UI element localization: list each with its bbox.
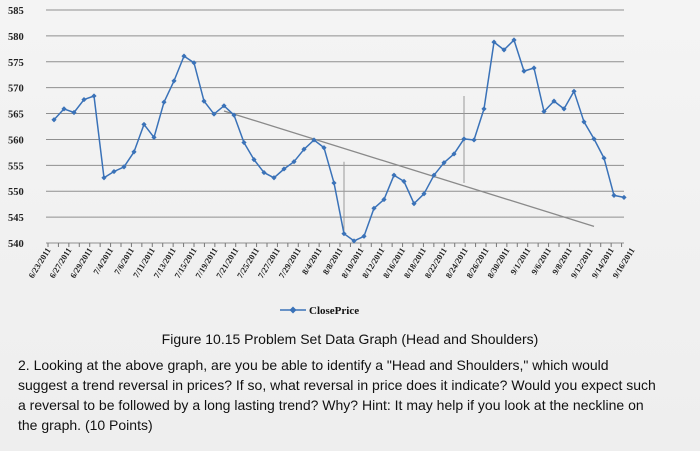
close-price-line-chart: 540 545 550 555 560 565 570 575 580 585 6/23/2011… — [8, 6, 637, 317]
data-point — [471, 137, 477, 143]
data-point — [321, 145, 327, 151]
data-point — [281, 166, 287, 172]
y-axis: 540 545 550 555 560 565 570 575 580 585 — [8, 6, 24, 250]
legend-label: ClosePrice — [309, 305, 359, 317]
y-tick-label-550: 550 — [8, 187, 24, 198]
y-tick-label-560: 560 — [8, 135, 24, 146]
data-point — [301, 146, 307, 152]
data-point — [451, 151, 457, 157]
data-point — [621, 194, 627, 201]
data-point — [81, 96, 87, 103]
data-point — [481, 106, 487, 112]
x-axis: 6/23/20116/27/20116/29/20117/4/20117/6/2… — [26, 243, 637, 280]
data-point — [141, 121, 147, 128]
data-point — [611, 192, 617, 198]
data-point — [61, 106, 67, 112]
data-point — [161, 99, 167, 105]
data-point — [151, 134, 157, 140]
data-point — [361, 233, 367, 239]
data-point — [101, 175, 107, 181]
neckline — [223, 110, 595, 228]
data-point — [251, 157, 257, 163]
data-point — [411, 201, 417, 207]
data-point — [531, 65, 537, 71]
chart-gridlines — [46, 9, 624, 244]
data-point — [511, 37, 517, 43]
y-tick-label-540: 540 — [8, 239, 24, 250]
legend-marker-swatch — [289, 306, 297, 314]
y-tick-label-575: 575 — [8, 58, 24, 69]
data-point — [191, 60, 197, 66]
data-point — [271, 175, 277, 181]
data-point — [171, 78, 177, 84]
data-point — [421, 191, 427, 197]
data-point — [491, 39, 497, 45]
data-point — [51, 117, 57, 123]
data-point — [121, 164, 127, 170]
data-point — [241, 139, 247, 146]
data-point — [371, 205, 377, 211]
data-point — [331, 180, 337, 186]
data-point — [291, 159, 297, 165]
data-point — [601, 155, 607, 161]
data-point — [181, 53, 187, 59]
data-point — [341, 231, 347, 237]
question-text: 2. Looking at the above graph, are you b… — [18, 357, 656, 433]
data-point — [561, 106, 567, 112]
data-point — [261, 169, 267, 176]
y-tick-label-545: 545 — [8, 213, 24, 224]
data-point — [221, 103, 227, 109]
data-point — [571, 88, 577, 94]
y-tick-label-555: 555 — [8, 161, 24, 172]
chart-legend: ClosePrice — [280, 305, 359, 317]
data-point — [551, 98, 557, 104]
data-point — [131, 149, 137, 155]
data-point — [391, 172, 397, 178]
y-tick-label-565: 565 — [8, 110, 24, 121]
data-point — [71, 109, 77, 116]
data-point — [521, 68, 527, 74]
data-point — [401, 178, 407, 184]
data-point — [351, 238, 357, 244]
data-point — [501, 47, 507, 53]
data-point — [431, 172, 437, 178]
series-closeprice — [51, 37, 627, 244]
data-point — [581, 119, 587, 125]
series-line — [53, 39, 625, 242]
data-point — [111, 168, 117, 175]
data-point — [541, 108, 547, 115]
data-point — [91, 93, 97, 99]
data-point — [201, 98, 207, 104]
y-tick-label-570: 570 — [8, 84, 24, 95]
data-point — [441, 160, 447, 166]
data-point — [591, 136, 597, 142]
chart-annotations — [223, 95, 595, 234]
data-point — [311, 137, 317, 143]
data-point — [211, 111, 217, 117]
data-point — [461, 136, 467, 142]
data-point — [381, 196, 387, 203]
y-tick-label-585: 585 — [8, 6, 24, 17]
data-point — [231, 112, 237, 118]
figure-caption: Figure 10.15 Problem Set Data Graph (Hea… — [161, 331, 539, 347]
y-tick-label-580: 580 — [8, 32, 24, 43]
